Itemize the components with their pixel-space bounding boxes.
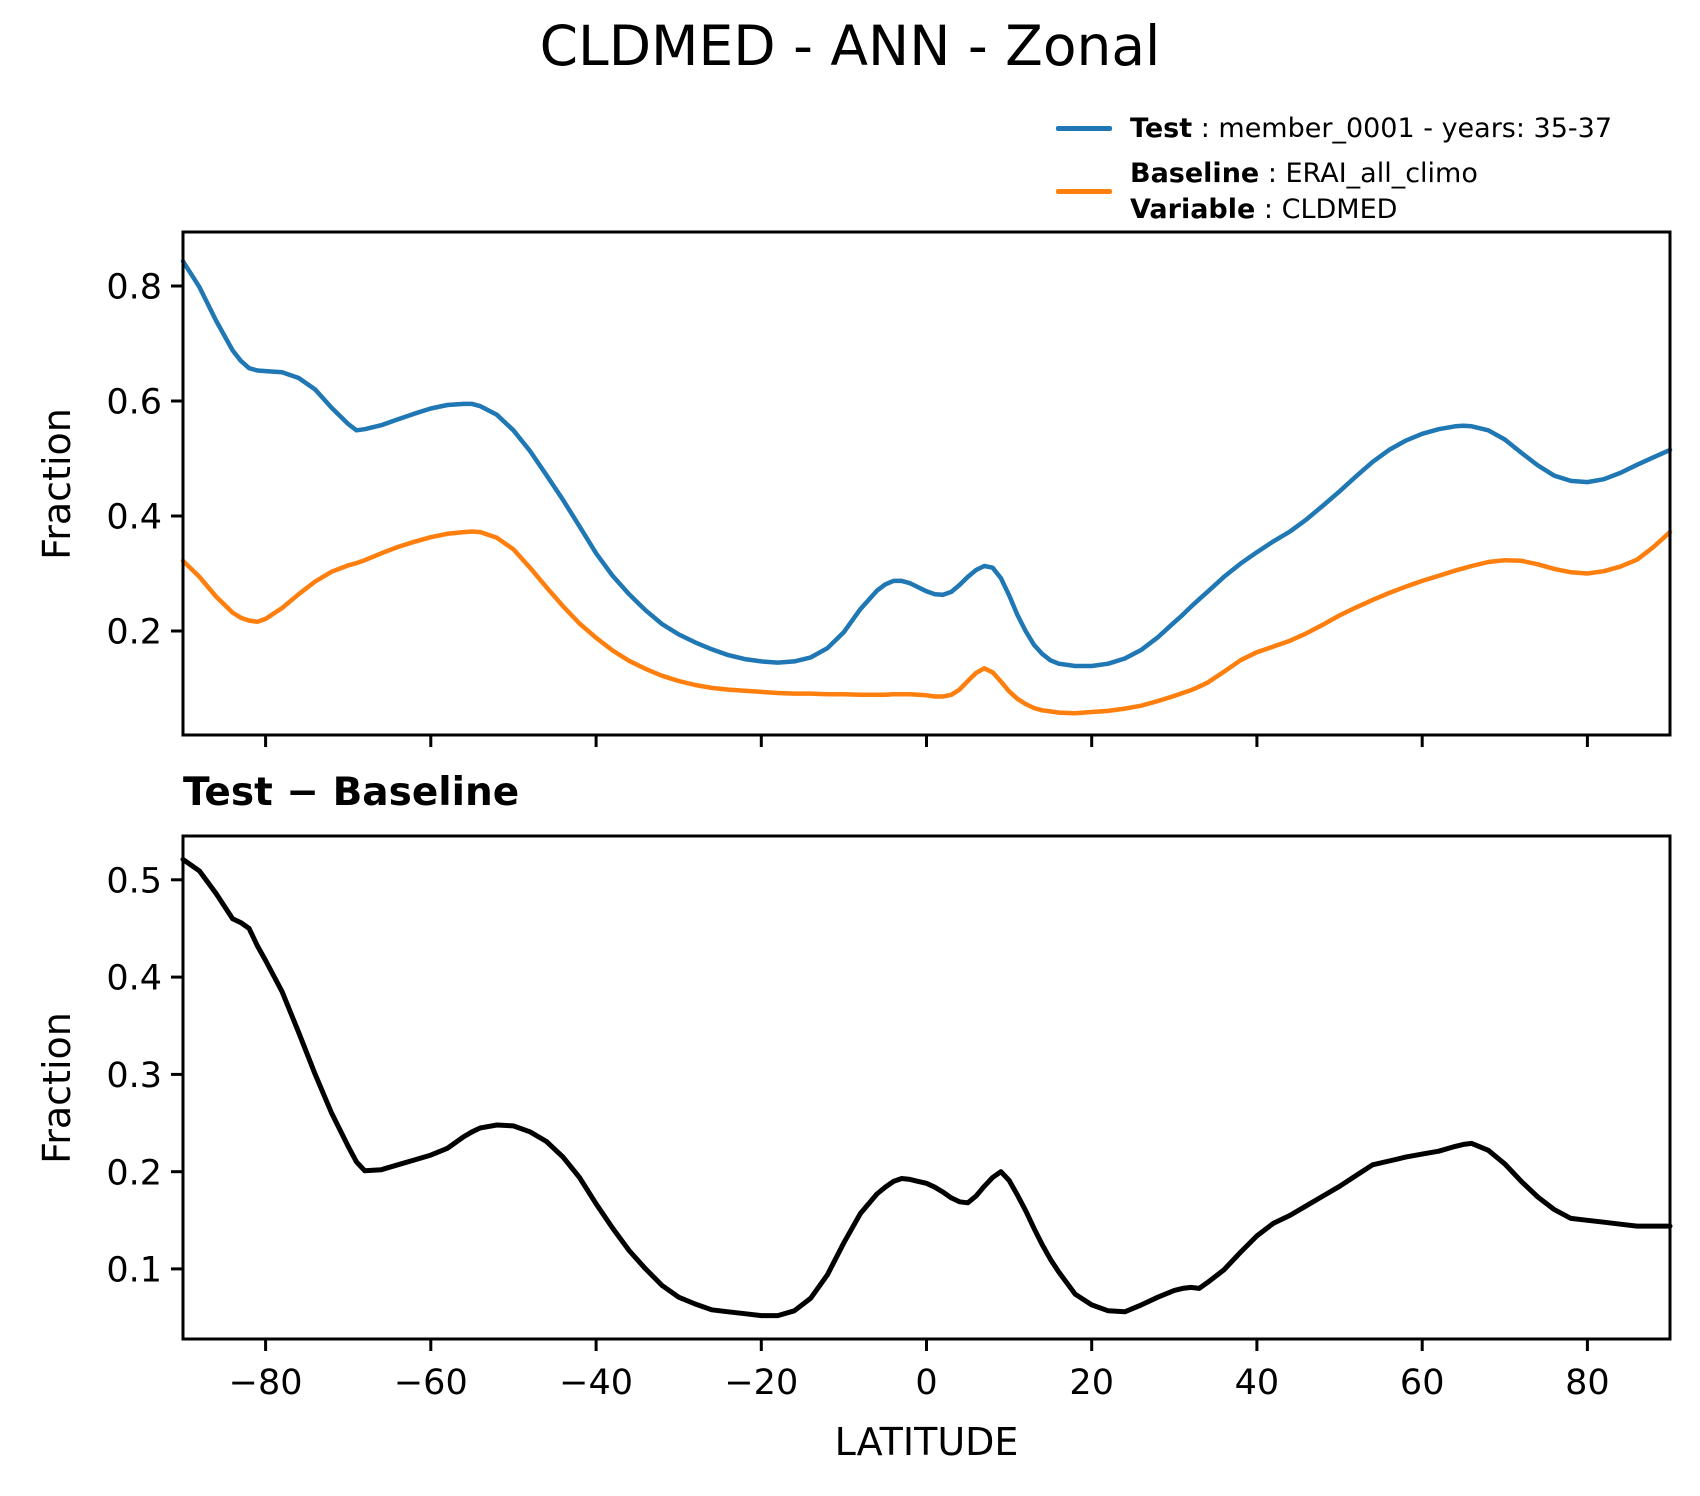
legend-item-test: Test : member_0001 - years: 35-37 bbox=[1056, 112, 1612, 145]
y-axis-label-top: Fraction bbox=[35, 408, 79, 560]
legend-baseline-text-block: Baseline : ERAI_all_climo Variable : CLD… bbox=[1130, 157, 1478, 226]
panel-difference: 0.1 0.2 0.3 0.4 0.5 −80 −60 −40 −20 0 20 40 60 80 bbox=[106, 834, 1673, 1403]
panel-comparison: 0.2 0.4 0.6 0.8 bbox=[106, 230, 1673, 747]
x-tick-label: 80 bbox=[1565, 1363, 1610, 1403]
x-tick-label: 0 bbox=[915, 1363, 937, 1403]
x-tick-label: 40 bbox=[1235, 1363, 1280, 1403]
legend-label-baseline-key: Baseline bbox=[1130, 158, 1260, 189]
y-tick-label: 0.2 bbox=[106, 613, 162, 653]
legend-swatch-baseline-line bbox=[1056, 189, 1112, 194]
y-tick-label: 0.6 bbox=[106, 383, 162, 423]
x-tick-label: −60 bbox=[394, 1363, 468, 1403]
difference-panel-title: Test − Baseline bbox=[183, 770, 520, 815]
series-line-difference bbox=[180, 856, 1673, 1319]
legend-label-baseline: Baseline : ERAI_all_climo bbox=[1130, 157, 1478, 190]
x-tick-label: −80 bbox=[229, 1363, 303, 1403]
y-tick-label: 0.8 bbox=[106, 268, 162, 308]
legend-label-test-key: Test bbox=[1130, 113, 1193, 144]
axes-spines bbox=[181, 230, 1672, 737]
legend-label-test-value: : member_0001 - years: 35-37 bbox=[1192, 113, 1613, 144]
x-tick-label: 60 bbox=[1400, 1363, 1445, 1403]
legend-label-variable-key: Variable bbox=[1130, 194, 1256, 225]
y-tick-label: 0.4 bbox=[106, 498, 162, 538]
y-tick-label: 0.5 bbox=[106, 861, 162, 901]
x-tick-label: 20 bbox=[1069, 1363, 1114, 1403]
y-tick-label: 0.4 bbox=[106, 959, 162, 999]
legend-swatch-test-line bbox=[1056, 126, 1112, 131]
x-tick-label: −20 bbox=[724, 1363, 798, 1403]
x-axis-label: LATITUDE bbox=[834, 1420, 1019, 1464]
legend-label-variable: Variable : CLDMED bbox=[1130, 193, 1478, 226]
legend-label-variable-value: : CLDMED bbox=[1255, 194, 1398, 225]
legend-label-baseline-value: : ERAI_all_climo bbox=[1259, 158, 1478, 189]
y-axis-label-bottom: Fraction bbox=[35, 1012, 79, 1164]
axes-spines bbox=[181, 834, 1672, 1341]
x-tick-label: −40 bbox=[559, 1363, 633, 1403]
legend-label-test: Test : member_0001 - years: 35-37 bbox=[1130, 112, 1612, 145]
y-tick-label: 0.1 bbox=[106, 1251, 162, 1291]
legend: Test : member_0001 - years: 35-37 Baseli… bbox=[1056, 112, 1612, 226]
legend-item-baseline: Baseline : ERAI_all_climo Variable : CLD… bbox=[1056, 157, 1612, 226]
series-line-test bbox=[180, 259, 1673, 669]
y-tick-label: 0.3 bbox=[106, 1056, 162, 1096]
figure-title: CLDMED - ANN - Zonal bbox=[539, 14, 1161, 78]
y-tick-label: 0.2 bbox=[106, 1153, 162, 1193]
series-line-baseline bbox=[180, 529, 1673, 716]
